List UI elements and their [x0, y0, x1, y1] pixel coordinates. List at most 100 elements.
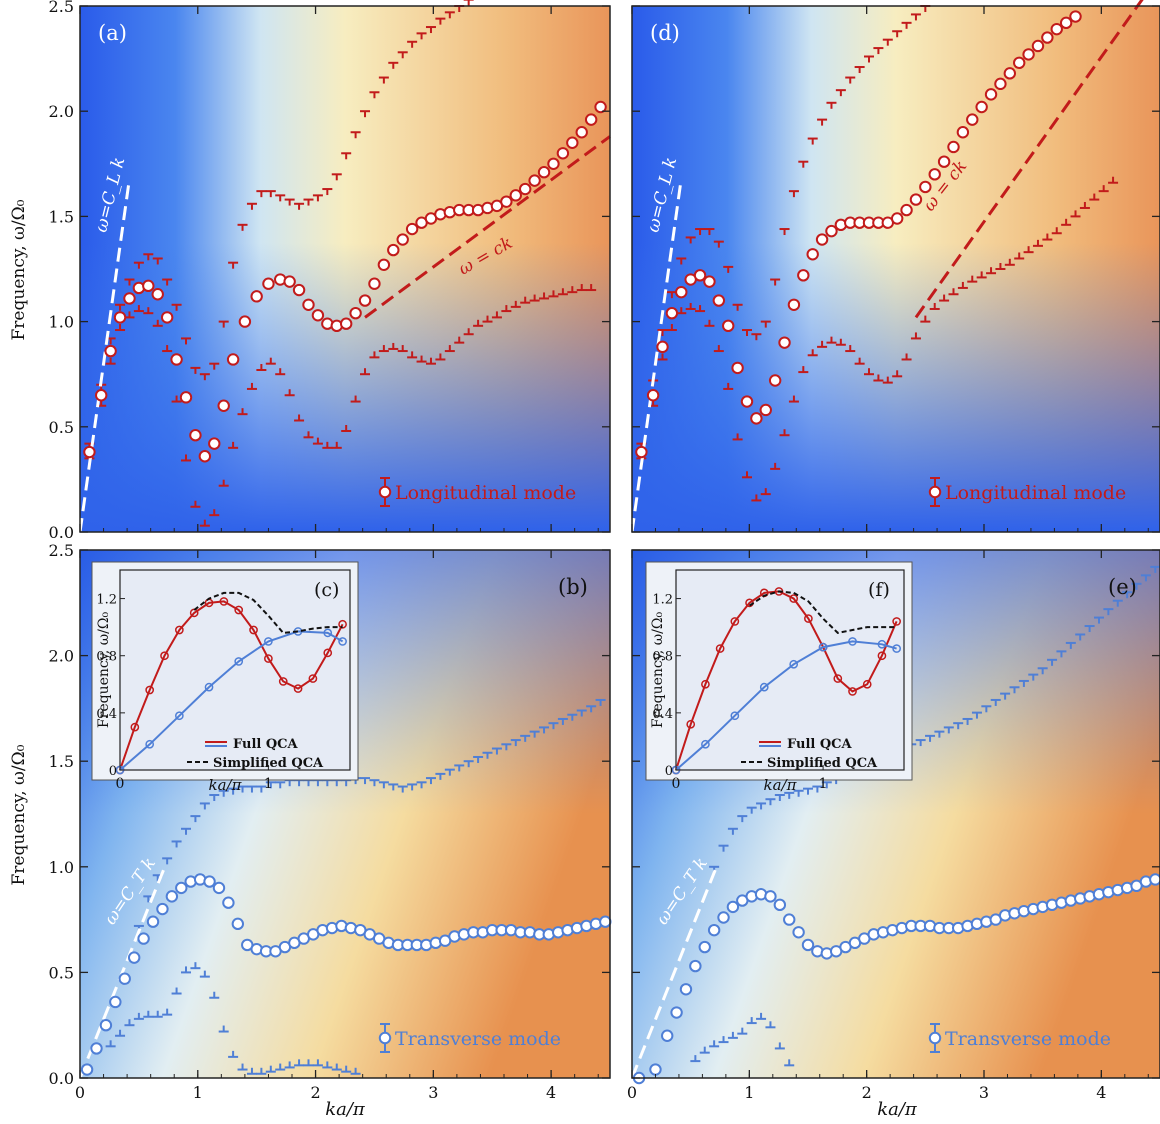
x-tick-label: 2: [310, 1083, 320, 1102]
y-tick-label: 2.0: [49, 647, 74, 666]
data-point: [311, 309, 325, 322]
inset-y-tick-label: 0.4: [96, 707, 117, 722]
legend-label: Longitudinal mode: [395, 482, 576, 504]
inset-data-point: [145, 739, 155, 749]
data-point: [928, 168, 941, 181]
inset-data-point: [833, 674, 843, 683]
data-point: [584, 113, 598, 126]
data-point: [226, 353, 240, 366]
panel-frame: [631, 549, 1160, 1079]
inset-data-point: [804, 614, 813, 623]
data-point: [759, 403, 772, 417]
data-point: [175, 881, 188, 895]
inset-x-tick-label: 0: [116, 776, 125, 792]
y-tick-label: 1.5: [49, 207, 74, 226]
guide-line-ck: [364, 135, 611, 319]
data-point: [156, 902, 169, 916]
panel-frame: [79, 549, 611, 1079]
data-point: [146, 915, 160, 928]
legend-marker: [928, 485, 942, 499]
data-point: [262, 277, 275, 290]
data-point: [815, 233, 829, 246]
data-point: [689, 959, 702, 973]
data-point: [900, 203, 913, 217]
data-point: [142, 279, 155, 293]
inset-y-tick-label: 1.2: [96, 593, 117, 608]
y-tick-label: 0.0: [49, 523, 74, 542]
inset-data-point: [338, 637, 347, 646]
data-point: [1050, 22, 1063, 36]
data-point: [646, 389, 660, 402]
data-point: [179, 391, 193, 404]
data-point: [1013, 56, 1026, 70]
data-point: [127, 951, 141, 964]
y-tick-label: 2.5: [49, 0, 74, 16]
y-tick-label: 2.5: [49, 541, 74, 560]
inset-data-point: [701, 679, 710, 689]
data-point: [778, 336, 791, 349]
inset-data-point: [175, 625, 184, 635]
heatmap-shading: [632, 6, 1160, 532]
data-point: [90, 1042, 103, 1055]
data-point: [151, 288, 164, 301]
inset-data-point: [264, 654, 273, 663]
panel-frame: [631, 5, 1160, 533]
data-point: [208, 437, 221, 450]
data-point: [707, 923, 721, 937]
legend-marker: [378, 485, 392, 499]
panel-label: (a): [98, 21, 127, 45]
data-point: [118, 972, 131, 985]
guide-line-cl: [78, 178, 131, 533]
data-point: [80, 1063, 94, 1076]
inset-data-point: [862, 679, 872, 689]
panel-frame: [79, 5, 611, 533]
inset-data-point: [234, 605, 244, 615]
inset-legend-label: Simplified QCA: [213, 756, 324, 771]
inset-legend-label: Full QCA: [233, 737, 299, 752]
data-point: [773, 898, 787, 912]
data-point: [994, 77, 1007, 91]
inset-data-point: [249, 625, 258, 635]
data-point: [509, 189, 522, 202]
inset-series-line: [675, 640, 897, 771]
inset-data-point: [715, 644, 725, 653]
data-point: [656, 340, 669, 354]
data-point: [212, 881, 226, 895]
inset-data-point: [130, 722, 140, 732]
inset-data-point: [293, 684, 303, 693]
data-point: [575, 126, 588, 139]
inset-data-point: [848, 637, 857, 646]
inset-data-point: [759, 682, 769, 692]
data-point: [919, 180, 932, 194]
inset-data-point: [264, 637, 273, 646]
data-point: [566, 136, 579, 149]
data-point: [238, 315, 252, 328]
inset-data-point: [686, 719, 696, 729]
data-point: [203, 875, 216, 888]
data-point: [1059, 16, 1073, 30]
data-point: [349, 306, 362, 320]
data-point: [726, 900, 740, 914]
data-point: [806, 248, 819, 261]
data-point: [165, 890, 179, 903]
data-point: [956, 126, 970, 139]
data-point: [909, 193, 923, 206]
inset-x-axis-title: ka/π: [209, 776, 243, 794]
inset-x-tick-label: 1: [264, 776, 273, 792]
data-point: [768, 374, 782, 387]
x-tick-label: 3: [979, 1083, 989, 1102]
data-point: [500, 195, 513, 208]
data-point: [292, 283, 306, 297]
x-tick-label: 4: [546, 1083, 556, 1102]
guide-line-ct: [78, 866, 167, 1079]
x-tick-label: 1: [193, 1083, 203, 1102]
data-point: [123, 292, 136, 305]
legend-marker: [928, 1031, 942, 1045]
inset-y-axis-title: Frequency, ω/Ω₀: [650, 612, 666, 729]
inset-data-point: [160, 651, 169, 661]
data-point: [750, 412, 763, 425]
inset-data-point: [892, 644, 901, 653]
data-point: [547, 157, 560, 171]
data-point: [1031, 39, 1045, 53]
panel-label: (d): [650, 21, 680, 45]
